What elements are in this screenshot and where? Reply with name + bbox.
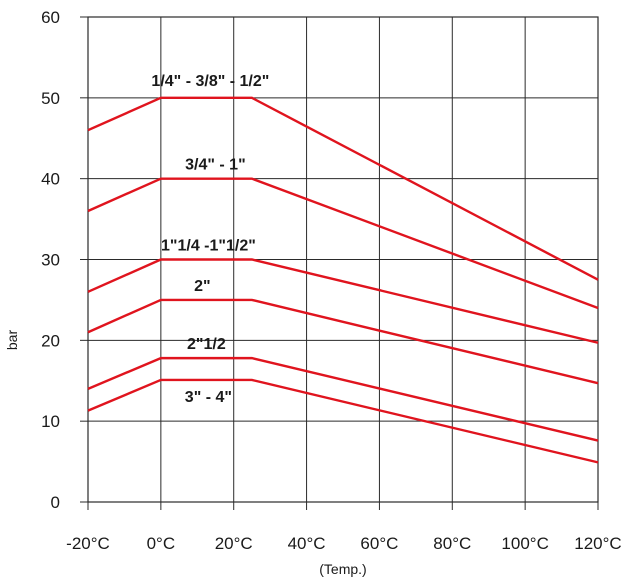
series-label-5: 2"1/2 — [187, 336, 226, 353]
series-line-4 — [88, 300, 598, 383]
series-line-3 — [88, 260, 598, 343]
x-tick-label: 100°C — [501, 534, 548, 553]
x-axis-label: (Temp.) — [319, 561, 366, 577]
series-line-5 — [88, 358, 598, 440]
axis-ticks: 0 10 20 30 40 50 60 -20°C 0°C 20°C 40°C 60°C 80°C 100… — [41, 8, 622, 553]
y-tick-label: 40 — [41, 170, 60, 189]
x-tick-label: 20°C — [215, 534, 253, 553]
x-tick-label: 0°C — [147, 534, 176, 553]
y-tick-label: 20 — [41, 331, 60, 350]
x-tick-label: 80°C — [433, 534, 471, 553]
x-tick-label: 40°C — [288, 534, 326, 553]
series-label-1: 1/4" - 3/8" - 1/2" — [151, 73, 269, 90]
y-tick-label: 60 — [41, 8, 60, 27]
y-tick-label: 10 — [41, 412, 60, 431]
series-lines — [88, 98, 598, 463]
series-labels: 1/4" - 3/8" - 1/2" 3/4" - 1" 1"1/4 -1"1/2"… — [151, 73, 269, 406]
y-tick-label: 50 — [41, 89, 60, 108]
series-label-4: 2" — [194, 278, 210, 295]
x-tick-label: 120°C — [574, 534, 621, 553]
series-label-3: 1"1/4 -1"1/2" — [161, 238, 256, 255]
y-axis-label: bar — [4, 330, 20, 351]
y-tick-label: 30 — [41, 251, 60, 270]
series-label-6: 3" - 4" — [185, 389, 232, 406]
grid — [80, 17, 598, 510]
x-tick-label: 60°C — [360, 534, 398, 553]
x-tick-label: -20°C — [66, 534, 110, 553]
y-tick-label: 0 — [51, 493, 60, 512]
series-label-2: 3/4" - 1" — [185, 157, 246, 174]
